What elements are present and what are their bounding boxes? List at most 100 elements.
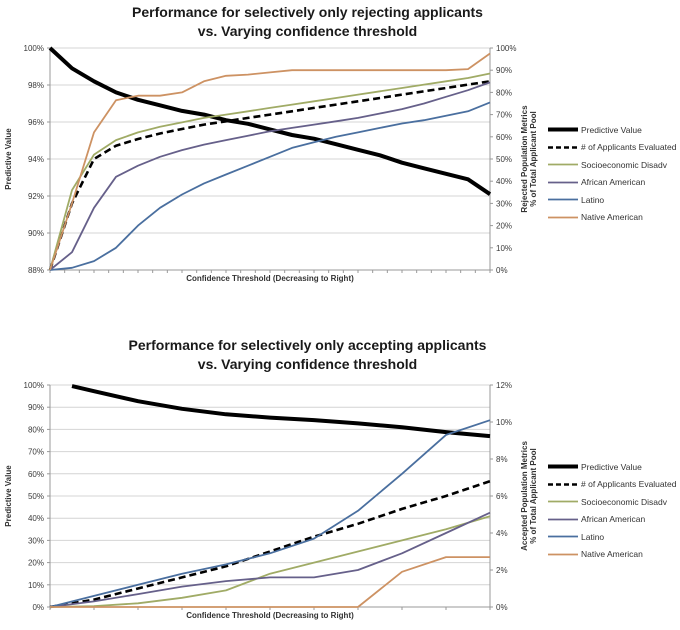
legend-line-swatch xyxy=(548,553,578,556)
legend-item-label: Latino xyxy=(581,194,605,205)
legend-item-label: Native American xyxy=(581,549,643,560)
series-line-native-american xyxy=(50,556,490,608)
series-line-african-american xyxy=(49,81,491,271)
legend-item-label: # of Applicants Evaluated xyxy=(581,142,677,153)
chart-title-line1: Performance for selectively only rejecti… xyxy=(132,4,483,20)
right-axis-tick-label: 70% xyxy=(496,111,512,120)
right-axis-tick-label: 20% xyxy=(496,222,512,231)
y-axis-label-left: Predictive Value xyxy=(4,465,13,527)
legend-item-african-american: African American xyxy=(547,511,680,529)
x-axis-label: Confidence Threshold (Decreasing to Righ… xyxy=(186,611,354,620)
legend-item-label: Socioeconomic Disadv xyxy=(581,159,667,170)
right-axis-tick-label: 60% xyxy=(496,133,512,142)
left-axis-tick-label: 70% xyxy=(28,448,44,457)
legend-line-swatch xyxy=(548,198,578,201)
legend-item-applicants-evaluated: # of Applicants Evaluated xyxy=(547,476,680,494)
legend-line-swatch xyxy=(548,535,578,538)
legend-item-predictive-value: Predictive Value xyxy=(547,121,680,139)
legend-line-swatch xyxy=(548,163,578,166)
legend-item-latino: Latino xyxy=(547,528,680,546)
y-axis-label-right: Rejected Population Metrics % of Total A… xyxy=(520,44,540,274)
legend-line-swatch xyxy=(548,181,578,184)
right-axis-tick-label: 100% xyxy=(496,44,516,53)
legend-item-african-american: African American xyxy=(547,174,680,192)
right-axis-tick-label: 30% xyxy=(496,199,512,208)
right-axis-tick-label: 6% xyxy=(496,492,508,501)
left-axis-tick-label: 50% xyxy=(28,492,44,501)
legend-item-label: Native American xyxy=(581,212,643,223)
legend-item-label: Predictive Value xyxy=(581,124,642,135)
plot-area-accepting: 100% 90% 80% 70% 60% 50% 40% 30% 20% 10% 0% 12% 10% 8… xyxy=(24,381,512,612)
legend-item-label: Latino xyxy=(581,531,605,542)
legend-item-predictive-value: Predictive Value xyxy=(547,458,680,476)
legend-item-applicants-evaluated: # of Applicants Evaluated xyxy=(547,139,680,157)
left-axis-tick-label: 80% xyxy=(28,425,44,434)
right-axis-tick-label: 0% xyxy=(496,266,508,275)
left-axis-tick-label: 20% xyxy=(28,559,44,568)
right-axis-tick-label: 8% xyxy=(496,455,508,464)
legend-item-label: African American xyxy=(581,177,646,188)
left-axis-tick-label: 96% xyxy=(28,118,44,127)
left-axis-tick-label: 98% xyxy=(28,81,44,90)
right-axis-tick-label: 80% xyxy=(496,88,512,97)
series-line-socioeconomic-disadv xyxy=(49,72,491,271)
left-axis-tick-label: 88% xyxy=(28,266,44,275)
legend-item-native-american: Native American xyxy=(547,209,680,227)
chart-title: Performance for selectively only accepti… xyxy=(60,336,555,373)
legend-item-label: Socioeconomic Disadv xyxy=(581,496,667,507)
chart-title: Performance for selectively only rejecti… xyxy=(60,3,555,40)
series-line-predictive-value xyxy=(71,384,491,439)
right-axis-tick-label: 10% xyxy=(496,244,512,253)
legend-item-socioeconomic-disadv: Socioeconomic Disadv xyxy=(547,156,680,174)
legend-item-label: # of Applicants Evaluated xyxy=(581,479,677,490)
series-line-latino xyxy=(49,419,491,608)
series-line-applicants-evaluated xyxy=(48,80,491,271)
right-axis-tick-label: 50% xyxy=(496,155,512,164)
left-axis-tick-label: 92% xyxy=(28,192,44,201)
left-axis-tick-label: 90% xyxy=(28,403,44,412)
y-axis-label-right-line2: % of Total Applicant Pool xyxy=(529,111,538,207)
series-line-native-american xyxy=(49,52,491,271)
legend-line-swatch xyxy=(548,145,578,149)
legend-item-latino: Latino xyxy=(547,191,680,209)
legend-item-native-american: Native American xyxy=(547,546,680,564)
legend-item-label: Predictive Value xyxy=(581,461,642,472)
left-axis-tick-label: 0% xyxy=(32,603,44,612)
series-line-african-american xyxy=(49,511,491,608)
right-axis-tick-label: 12% xyxy=(496,381,512,390)
left-axis-tick-label: 40% xyxy=(28,514,44,523)
chart-accepting-applicants: 100% 90% 80% 70% 60% 50% 40% 30% 20% 10% 0% 12% 10% 8… xyxy=(0,330,680,630)
y-axis-label-right-line2: % of Total Applicant Pool xyxy=(529,448,538,544)
legend: Predictive Value # of Applicants Evaluate… xyxy=(547,121,680,226)
legend-line-swatch xyxy=(548,518,578,521)
right-axis-tick-label: 4% xyxy=(496,529,508,538)
y-axis-label-right-line1: Rejected Population Metrics xyxy=(520,105,529,213)
right-axis-tick-label: 0% xyxy=(496,603,508,612)
left-axis-tick-label: 94% xyxy=(28,155,44,164)
y-axis-label-left: Predictive Value xyxy=(4,128,13,190)
x-axis-label: Confidence Threshold (Decreasing to Righ… xyxy=(186,274,354,283)
series-line-predictive-value xyxy=(48,46,492,196)
legend-line-swatch xyxy=(548,127,578,132)
series-line-latino xyxy=(49,101,491,271)
legend-line-swatch xyxy=(548,216,578,219)
chart-title-line2: vs. Varying confidence threshold xyxy=(197,355,418,372)
legend-item-label: African American xyxy=(581,514,646,525)
series-line-socioeconomic-disadv xyxy=(49,515,491,608)
legend: Predictive Value # of Applicants Evaluate… xyxy=(547,458,680,563)
plot-area-rejecting: 100% 98% 96% 94% 92% 90% 88% 100% 90% 80% 70% 60% 50… xyxy=(24,44,517,275)
legend-line-swatch xyxy=(548,500,578,503)
left-axis-tick-label: 100% xyxy=(24,44,44,53)
left-axis-tick-label: 60% xyxy=(28,470,44,479)
left-axis-tick-label: 10% xyxy=(28,581,44,590)
left-axis-tick-label: 90% xyxy=(28,229,44,238)
right-axis-tick-label: 40% xyxy=(496,177,512,186)
right-axis-tick-label: 90% xyxy=(496,66,512,75)
left-axis-tick-label: 100% xyxy=(24,381,44,390)
y-axis-label-right: Accepted Population Metrics % of Total A… xyxy=(520,381,540,611)
legend-item-socioeconomic-disadv: Socioeconomic Disadv xyxy=(547,493,680,511)
chart-title-line2: vs. Varying confidence threshold xyxy=(197,22,418,39)
legend-line-swatch xyxy=(548,464,578,469)
left-axis-tick-label: 30% xyxy=(28,536,44,545)
